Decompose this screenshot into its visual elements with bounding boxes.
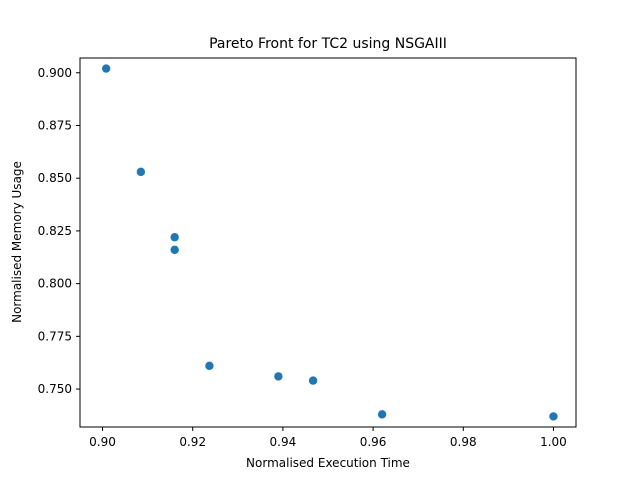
y-tick-label: 0.850: [38, 171, 72, 185]
data-point: [136, 167, 146, 177]
x-tick-label: 0.90: [89, 435, 116, 449]
x-axis-label: Normalised Execution Time: [246, 456, 410, 470]
y-tick-label: 0.800: [38, 277, 72, 291]
x-tick-label: 0.98: [450, 435, 477, 449]
data-point: [101, 64, 111, 73]
data-points: [101, 64, 558, 421]
data-point: [205, 361, 214, 371]
y-tick-label: 0.750: [38, 382, 72, 396]
data-point: [549, 412, 558, 421]
chart-title: Pareto Front for TC2 using NSGAIII: [209, 36, 447, 52]
plot-frame: [79, 57, 577, 428]
data-point: [377, 410, 387, 419]
data-point: [170, 233, 179, 242]
x-tick-label: 1.00: [540, 435, 567, 449]
y-tick-label: 0.825: [38, 224, 72, 238]
data-point: [274, 372, 283, 381]
axis-ticks: 0.90 0.92 0.94 0.96 0.98 1.00 0.750 0.775 0.800 0…: [38, 66, 567, 449]
y-tick-label: 0.875: [38, 118, 72, 132]
y-axis-label: Normalised Memory Usage: [10, 161, 24, 323]
data-point: [308, 376, 318, 385]
y-tick-label: 0.775: [38, 329, 72, 343]
data-point: [170, 245, 179, 255]
x-tick-label: 0.94: [270, 435, 297, 449]
x-tick-label: 0.96: [360, 435, 387, 449]
x-tick-label: 0.92: [179, 435, 206, 449]
y-tick-label: 0.900: [38, 66, 72, 80]
